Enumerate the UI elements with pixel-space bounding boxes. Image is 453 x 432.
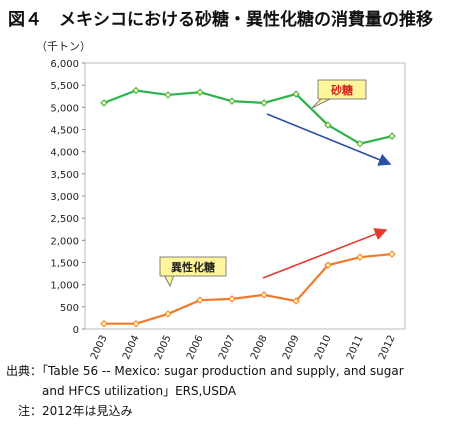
point [292,90,300,98]
point [164,91,172,99]
point [196,88,204,96]
point [100,99,108,107]
point [196,296,204,304]
y-tick-label: 2,000 [50,236,79,247]
trend-arrow [262,228,388,279]
point [388,250,396,258]
x-tick-label: 2010 [313,334,334,362]
callout-box [317,79,367,100]
point [260,291,268,299]
point [356,139,364,148]
x-tick-label: 2003 [89,334,110,362]
point [164,310,172,318]
point [324,121,332,129]
trend-arrow [266,113,392,166]
y-unit-label: （千トン） [36,40,91,53]
x-tick-label: 2009 [281,334,302,362]
x-tick-label: 2011 [345,334,366,362]
y-tick-label: 5,000 [50,103,79,114]
point [132,319,140,328]
callout-pointer [311,97,333,109]
chart-title: 図４ メキシコにおける砂糖・異性化糖の消費量の推移 [8,9,433,30]
series-line [103,89,393,145]
y-tick-label: 2,500 [50,214,79,225]
x-tick-label: 2008 [249,334,270,362]
point [100,319,108,328]
point [324,261,332,269]
point [132,86,140,95]
y-tick-label: 1,500 [50,259,79,270]
callout-box [159,256,227,277]
point [228,295,236,303]
legend-label: 砂糖 [331,83,353,97]
callout-pointer [163,274,175,287]
x-tick-label: 2012 [377,334,398,362]
source: and HFCS utilization」ERS,USDA [42,384,237,398]
x-tick-label: 2005 [153,334,174,362]
y-tick-label: 0 [73,325,79,336]
point [388,132,396,140]
x-tick-label: 2004 [121,334,142,362]
point [292,297,300,305]
y-tick-label: 5,500 [50,81,79,92]
y-tick-label: 6,000 [50,59,79,70]
y-tick-label: 4,500 [50,126,79,137]
point [260,99,268,107]
point [356,253,364,261]
series-line [104,252,393,325]
y-tick-label: 4,000 [50,148,79,159]
y-tick-label: 500 [60,303,79,314]
source: 出典：「Table 56 -- Mexico: sugar production… [6,364,404,378]
x-tick-label: 2007 [217,334,238,362]
y-tick-label: 3,500 [50,170,79,181]
y-tick-label: 3,000 [50,192,79,203]
point [228,97,236,105]
note: 注：2012年は見込み [18,403,133,418]
legend-label: 異性化糖 [171,260,215,274]
x-tick-label: 2006 [185,334,206,362]
y-tick-label: 1,000 [50,281,79,292]
